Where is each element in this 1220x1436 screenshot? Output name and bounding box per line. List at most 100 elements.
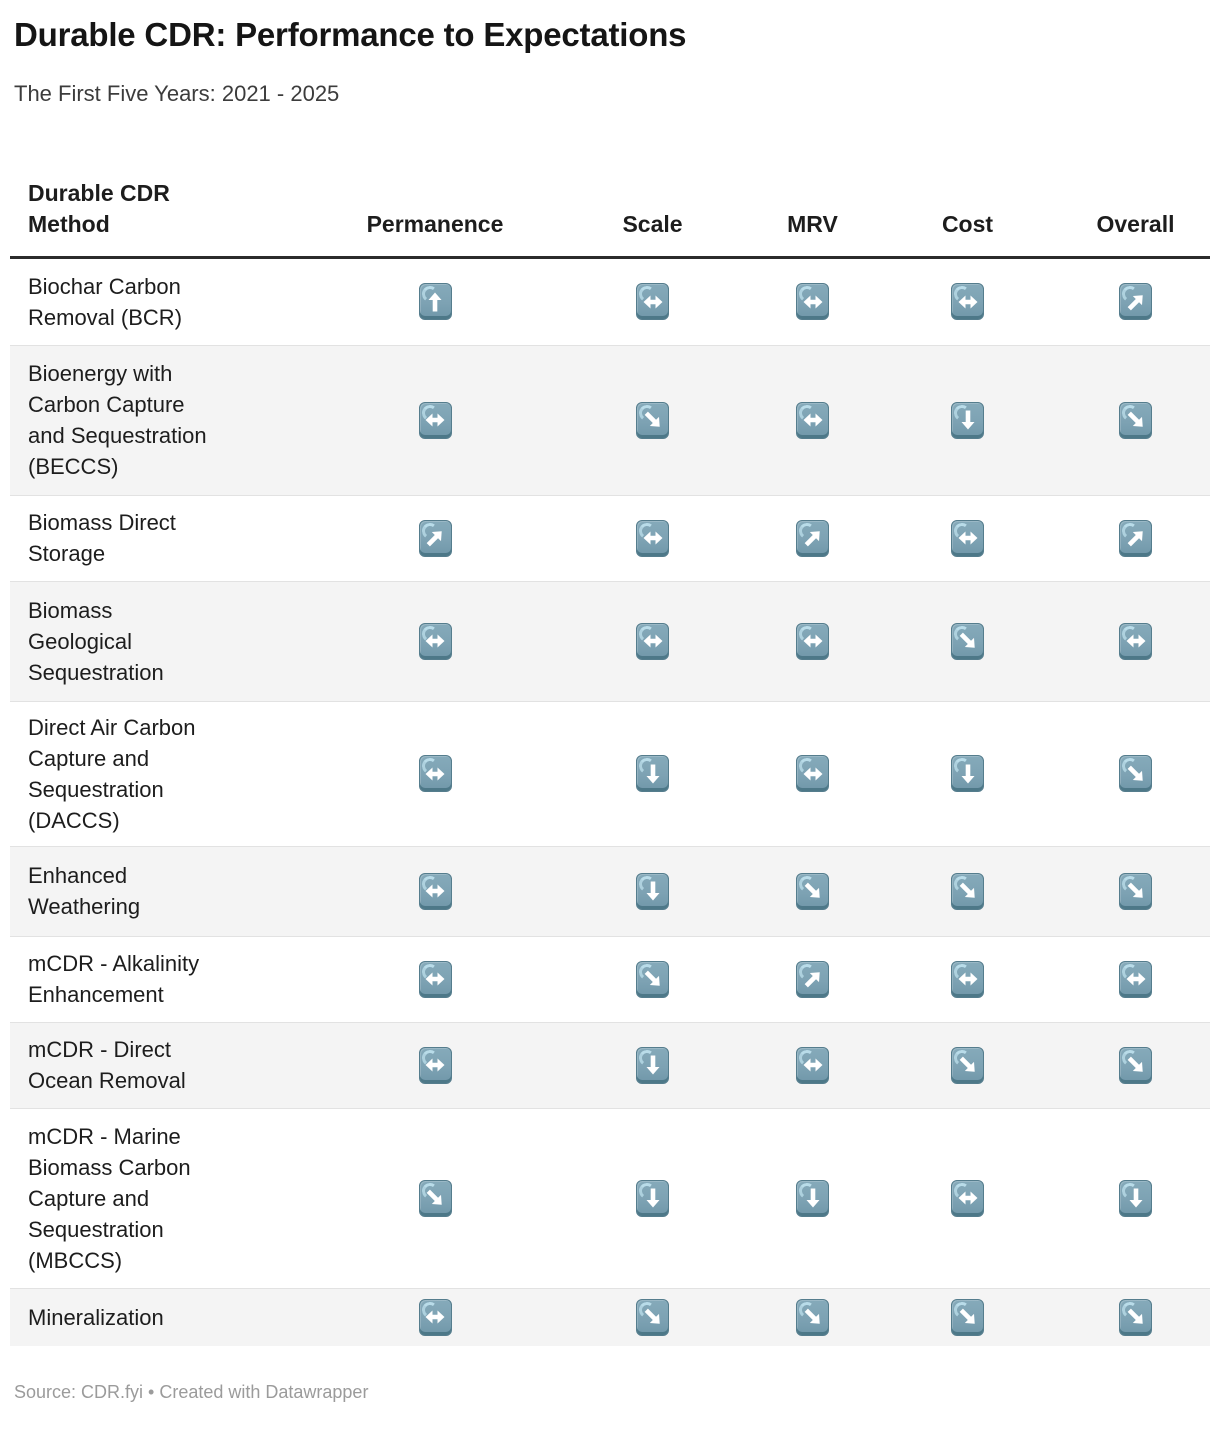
method-label: Biomass Geological Sequestration: [28, 597, 164, 685]
rating-cell: [340, 581, 530, 701]
table-row: mCDR - Direct Ocean Removal: [10, 1022, 1210, 1108]
table-row: Direct Air Carbon Capture and Sequestrat…: [10, 701, 1210, 846]
sideways-arrow-icon: [418, 622, 452, 660]
method-label: Biochar Carbon Removal (BCR): [28, 273, 183, 330]
rating-cell: [340, 936, 530, 1022]
rating-cell: [340, 1022, 530, 1108]
rating-cell: [775, 1108, 850, 1288]
rating-cell: [1085, 345, 1210, 495]
rating-cell: [530, 936, 775, 1022]
table-row: Mineralization: [10, 1288, 1210, 1346]
rating-cell: [1085, 701, 1210, 846]
method-label: Direct Air Carbon Capture and Sequestrat…: [28, 714, 196, 833]
sideways-arrow-icon: [951, 1179, 984, 1217]
rating-cell: [775, 581, 850, 701]
up-right-arrow-icon: [1119, 283, 1152, 320]
down-right-arrow-icon: [796, 872, 829, 910]
sideways-arrow-icon: [796, 401, 829, 439]
up-right-arrow-icon: [1119, 519, 1152, 557]
rating-cell: [775, 1288, 850, 1346]
table-header-row: Durable CDR Method Permanence Scale MRV …: [10, 151, 1210, 257]
method-label: Mineralization: [28, 1304, 164, 1330]
down-arrow-icon: [796, 1179, 829, 1217]
down-right-arrow-icon: [1119, 872, 1152, 910]
rating-cell: [1085, 1108, 1210, 1288]
sideways-arrow-icon: [418, 872, 452, 910]
down-right-arrow-icon: [418, 1179, 452, 1217]
rating-cell: [1085, 581, 1210, 701]
method-label: Enhanced Weathering: [28, 863, 141, 919]
rating-cell: [850, 257, 1085, 345]
sideways-arrow-icon: [418, 755, 452, 792]
rating-cell: [530, 1108, 775, 1288]
rating-cell: [1085, 1022, 1210, 1108]
down-arrow-icon: [636, 1179, 669, 1217]
down-right-arrow-icon: [951, 1046, 984, 1084]
source-attribution: Source: CDR.fyi • Created with Datawrapp…: [14, 1382, 369, 1402]
sideways-arrow-icon: [951, 519, 984, 557]
sideways-arrow-icon: [796, 283, 829, 320]
down-arrow-icon: [636, 755, 669, 792]
table-body: Biochar Carbon Removal (BCR) Bioenergy wi…: [10, 257, 1210, 1346]
rating-cell: [850, 936, 1085, 1022]
column-header-permanence: Permanence: [366, 210, 504, 237]
method-label: mCDR - Direct Ocean Removal: [28, 1037, 186, 1093]
down-arrow-icon: [1119, 1179, 1152, 1217]
rating-cell: [775, 495, 850, 581]
column-header-method: Durable CDR Method: [28, 179, 170, 237]
down-right-arrow-icon: [951, 872, 984, 910]
rating-cell: [1085, 1288, 1210, 1346]
sideways-arrow-icon: [636, 622, 669, 660]
sideways-arrow-icon: [951, 960, 984, 998]
sideways-arrow-icon: [796, 622, 829, 660]
down-right-arrow-icon: [796, 1298, 829, 1336]
sideways-arrow-icon: [796, 755, 829, 792]
down-arrow-icon: [636, 872, 669, 910]
page-title: Durable CDR: Performance to Expectations: [14, 16, 687, 53]
rating-cell: [340, 495, 530, 581]
rating-cell: [775, 1022, 850, 1108]
rating-cell: [530, 345, 775, 495]
down-right-arrow-icon: [951, 1298, 984, 1336]
table-row: Bioenergy with Carbon Capture and Seques…: [10, 345, 1210, 495]
rating-cell: [775, 701, 850, 846]
rating-cell: [530, 581, 775, 701]
sideways-arrow-icon: [636, 519, 669, 557]
down-right-arrow-icon: [1119, 755, 1152, 792]
rating-cell: [340, 1288, 530, 1346]
method-label: mCDR - Marine Biomass Carbon Capture and…: [28, 1123, 191, 1273]
sideways-arrow-icon: [1119, 622, 1152, 660]
down-right-arrow-icon: [1119, 1298, 1152, 1336]
column-header-overall: Overall: [1096, 210, 1175, 237]
sideways-arrow-icon: [418, 401, 452, 439]
sideways-arrow-icon: [418, 1298, 452, 1336]
down-right-arrow-icon: [1119, 1046, 1152, 1084]
rating-cell: [850, 1108, 1085, 1288]
sideways-arrow-icon: [951, 283, 984, 320]
rating-cell: [850, 581, 1085, 701]
down-right-arrow-icon: [1119, 401, 1152, 439]
down-arrow-icon: [636, 1046, 669, 1084]
column-header-cost: Cost: [941, 210, 994, 237]
table-row: Biomass Direct Storage: [10, 495, 1210, 581]
rating-cell: [1085, 495, 1210, 581]
chart-container: Durable CDR: Performance to Expectations…: [0, 16, 1220, 1403]
column-header-mrv: MRV: [787, 210, 838, 237]
down-arrow-icon: [951, 755, 984, 792]
rating-cell: [340, 846, 530, 936]
rating-cell: [530, 495, 775, 581]
rating-cell: [850, 1022, 1085, 1108]
rating-cell: [340, 701, 530, 846]
rating-cell: [340, 257, 530, 345]
rating-cell: [340, 345, 530, 495]
rating-cell: [850, 345, 1085, 495]
down-right-arrow-icon: [636, 960, 669, 998]
rating-cell: [1085, 936, 1210, 1022]
down-right-arrow-icon: [636, 401, 669, 439]
table-row: mCDR - Alkalinity Enhancement: [10, 936, 1210, 1022]
rating-cell: [850, 701, 1085, 846]
down-right-arrow-icon: [951, 622, 984, 660]
rating-cell: [850, 1288, 1085, 1346]
column-header-scale: Scale: [622, 210, 683, 237]
rating-cell: [530, 257, 775, 345]
